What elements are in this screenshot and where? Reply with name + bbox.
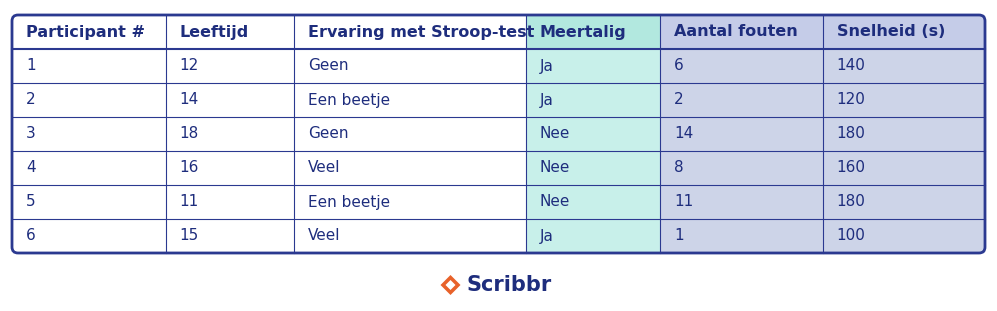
Text: Geen: Geen (308, 58, 349, 73)
Bar (660, 49, 823, 83)
Bar (660, 219, 823, 253)
Text: Een beetje: Een beetje (308, 92, 390, 108)
Text: 180: 180 (836, 127, 865, 142)
Text: Geen: Geen (308, 127, 349, 142)
Bar (12, 117, 166, 151)
Text: 11: 11 (674, 194, 693, 210)
Bar (660, 185, 823, 219)
Text: Participant #: Participant # (26, 25, 145, 39)
Bar (525, 117, 660, 151)
Bar (660, 15, 823, 49)
Text: 14: 14 (674, 127, 693, 142)
Text: 6: 6 (674, 58, 684, 73)
Text: 100: 100 (836, 229, 865, 244)
Text: Ja: Ja (539, 58, 553, 73)
Bar (525, 49, 660, 83)
Text: 120: 120 (836, 92, 865, 108)
Bar (294, 15, 525, 49)
Text: Nee: Nee (539, 160, 570, 175)
Bar (823, 15, 985, 49)
Text: Meertalig: Meertalig (539, 25, 626, 39)
Bar (294, 219, 525, 253)
Text: 14: 14 (179, 92, 199, 108)
Text: 16: 16 (179, 160, 199, 175)
Text: 140: 140 (836, 58, 865, 73)
Text: 4: 4 (26, 160, 36, 175)
Bar (660, 151, 823, 185)
Bar (823, 83, 985, 117)
Text: Scribbr: Scribbr (467, 275, 551, 295)
Bar (166, 219, 294, 253)
Bar (823, 151, 985, 185)
Bar (12, 49, 166, 83)
Bar (823, 219, 985, 253)
Text: Ja: Ja (539, 92, 553, 108)
Text: 1: 1 (26, 58, 36, 73)
Bar (294, 117, 525, 151)
Text: Leeftijd: Leeftijd (179, 25, 249, 39)
Text: 12: 12 (179, 58, 199, 73)
Text: 11: 11 (179, 194, 199, 210)
Bar (525, 151, 660, 185)
Bar (660, 83, 823, 117)
Bar (294, 49, 525, 83)
Bar (525, 15, 660, 49)
Bar (294, 185, 525, 219)
Polygon shape (441, 275, 461, 295)
Bar (525, 83, 660, 117)
Bar (660, 117, 823, 151)
Text: Aantal fouten: Aantal fouten (674, 25, 798, 39)
Bar (525, 185, 660, 219)
Text: 2: 2 (26, 92, 36, 108)
Text: Veel: Veel (308, 160, 341, 175)
Text: 3: 3 (26, 127, 36, 142)
Bar (166, 15, 294, 49)
Bar (166, 151, 294, 185)
Text: Veel: Veel (308, 229, 341, 244)
Bar (12, 83, 166, 117)
Text: 18: 18 (179, 127, 199, 142)
Text: Nee: Nee (539, 194, 570, 210)
Bar (823, 117, 985, 151)
Bar (166, 83, 294, 117)
Bar (166, 49, 294, 83)
Text: 6: 6 (26, 229, 36, 244)
Text: Ja: Ja (539, 229, 553, 244)
Bar (12, 151, 166, 185)
Text: Snelheid (s): Snelheid (s) (836, 25, 945, 39)
Text: Een beetje: Een beetje (308, 194, 390, 210)
Text: Nee: Nee (539, 127, 570, 142)
Bar (166, 185, 294, 219)
Bar (525, 219, 660, 253)
Polygon shape (446, 280, 456, 290)
Text: 2: 2 (674, 92, 684, 108)
Bar (294, 151, 525, 185)
Text: 8: 8 (674, 160, 684, 175)
Bar (823, 49, 985, 83)
Text: Ervaring met Stroop-test: Ervaring met Stroop-test (308, 25, 534, 39)
Text: 5: 5 (26, 194, 36, 210)
Bar (12, 185, 166, 219)
Bar (12, 219, 166, 253)
Text: 1: 1 (674, 229, 684, 244)
Text: 15: 15 (179, 229, 199, 244)
Text: 180: 180 (836, 194, 865, 210)
Bar (166, 117, 294, 151)
Bar (823, 185, 985, 219)
Bar (12, 15, 166, 49)
Text: 160: 160 (836, 160, 865, 175)
Bar (294, 83, 525, 117)
